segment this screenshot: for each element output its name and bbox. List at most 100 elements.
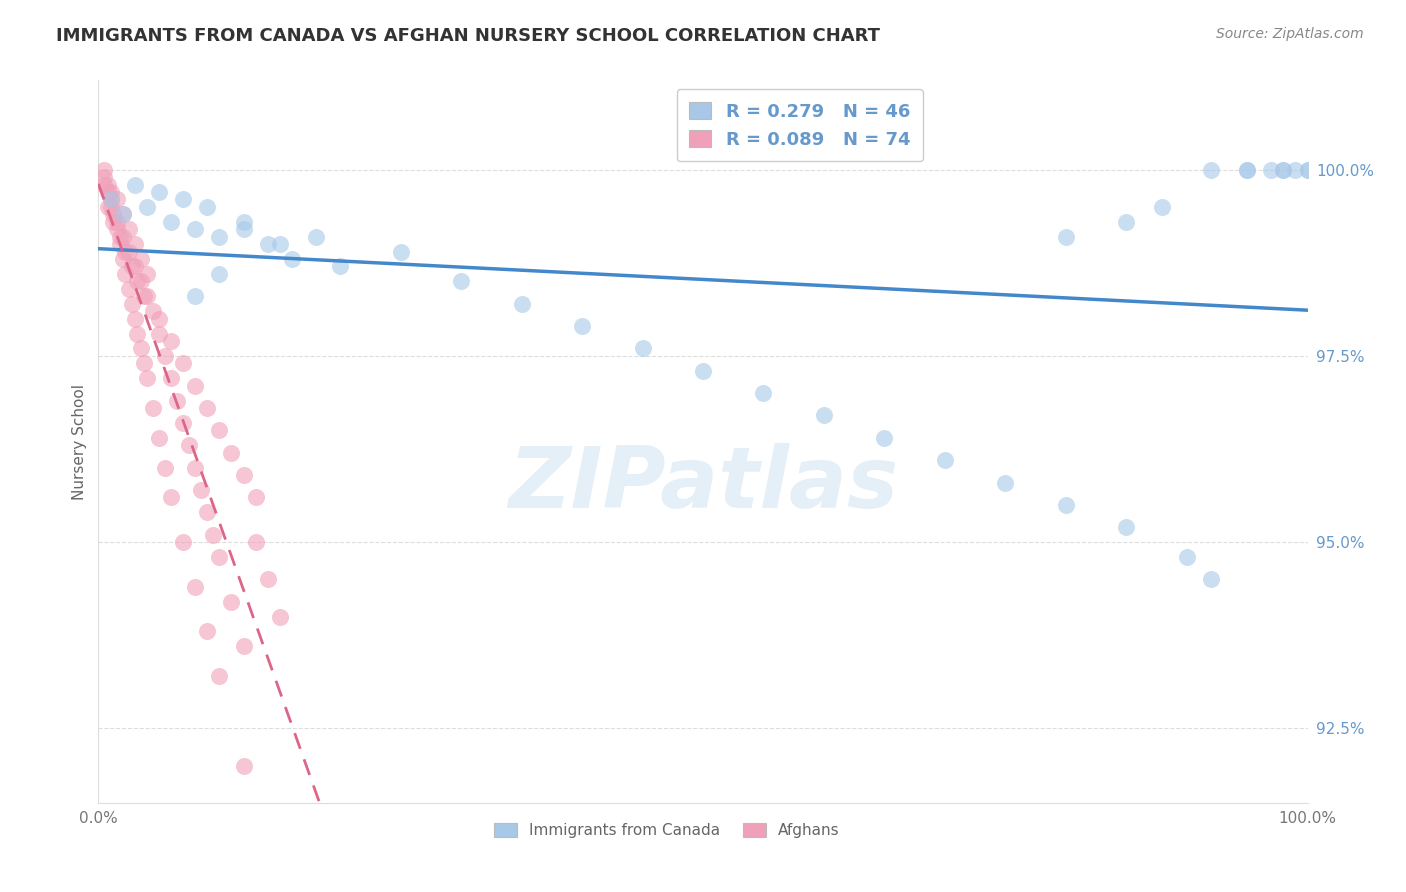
Point [1175,549,1198,564]
Point [232,468,254,483]
Point [160,371,183,385]
Point [100,193,122,207]
Point [184,222,207,236]
Text: IMMIGRANTS FROM CANADA VS AFGHAN NURSERY SCHOOL CORRELATION CHART: IMMIGRANTS FROM CANADA VS AFGHAN NURSERY… [56,27,880,45]
Point [692,364,714,378]
Point [221,595,243,609]
Point [1272,162,1295,177]
Point [813,409,835,423]
Point [1115,520,1137,534]
Point [129,274,152,288]
Point [208,267,231,281]
Point [166,393,188,408]
Point [135,267,157,281]
Point [245,491,267,505]
Point [160,491,183,505]
Point [269,237,291,252]
Point [245,535,267,549]
Point [111,207,134,221]
Point [114,244,136,259]
Point [108,237,131,252]
Point [135,200,157,214]
Point [305,229,328,244]
Point [184,580,207,594]
Point [142,401,165,415]
Point [153,460,176,475]
Point [994,475,1017,490]
Point [208,229,231,244]
Point [108,229,131,244]
Point [232,222,254,236]
Point [105,222,128,236]
Point [111,207,134,221]
Point [172,193,194,207]
Point [195,624,218,639]
Point [124,260,146,274]
Point [195,505,218,519]
Y-axis label: Nursery School: Nursery School [72,384,87,500]
Point [221,446,243,460]
Point [148,185,170,199]
Point [118,222,141,236]
Point [232,215,254,229]
Point [208,549,231,564]
Point [93,170,115,185]
Point [195,200,218,214]
Point [160,334,183,348]
Point [100,193,122,207]
Point [124,178,146,192]
Point [208,423,231,437]
Point [631,342,654,356]
Point [111,252,134,266]
Point [256,572,278,586]
Point [121,297,143,311]
Point [142,304,165,318]
Point [148,311,170,326]
Point [1236,162,1258,177]
Point [121,260,143,274]
Point [101,207,124,221]
Point [105,193,128,207]
Point [124,311,146,326]
Point [184,378,207,392]
Point [118,282,141,296]
Point [1296,162,1319,177]
Point [256,237,278,252]
Point [148,431,170,445]
Point [114,267,136,281]
Point [1284,162,1306,177]
Text: ZIPatlas: ZIPatlas [508,443,898,526]
Point [184,460,207,475]
Point [179,438,201,452]
Point [195,401,218,415]
Point [1115,215,1137,229]
Point [129,342,152,356]
Point [934,453,956,467]
Point [127,274,149,288]
Point [93,162,115,177]
Point [97,185,120,199]
Point [232,640,254,654]
Point [1296,162,1319,177]
Point [134,289,156,303]
Point [97,178,120,192]
Point [134,356,156,370]
Point [571,319,593,334]
Point [450,274,472,288]
Point [97,200,120,214]
Point [389,244,412,259]
Point [124,237,146,252]
Point [111,229,134,244]
Point [153,349,176,363]
Legend: Immigrants from Canada, Afghans: Immigrants from Canada, Afghans [486,815,848,846]
Point [105,215,128,229]
Point [93,178,115,192]
Point [135,289,157,303]
Point [135,371,157,385]
Point [100,200,122,214]
Point [1152,200,1174,214]
Point [1199,572,1222,586]
Point [1260,162,1282,177]
Point [1199,162,1222,177]
Point [101,215,124,229]
